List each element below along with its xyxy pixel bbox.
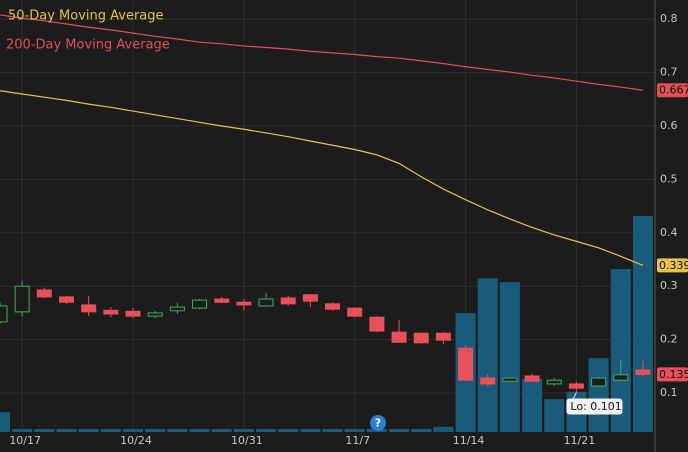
- candle-body: [347, 307, 363, 317]
- candle-body: [635, 369, 651, 375]
- candle-body: [325, 303, 341, 310]
- volume-bar: [233, 428, 254, 432]
- x-tick-label: 10/24: [120, 434, 152, 447]
- event-icon: [370, 415, 386, 431]
- y-tick-label: 0.6: [660, 119, 678, 132]
- volume-bar: [100, 428, 121, 432]
- y-tick-label: 0.2: [660, 333, 678, 346]
- moving-average-line: [0, 14, 644, 91]
- candle-body: [480, 377, 496, 385]
- volume-bar: [344, 428, 365, 432]
- price-tag: [657, 83, 688, 98]
- candle-body: [0, 305, 8, 323]
- candle-body: [302, 294, 318, 302]
- volume-bar: [189, 428, 210, 432]
- volume-bar: [588, 358, 609, 432]
- annotation-label: Lo: 0.101: [570, 400, 621, 413]
- candle-body: [236, 301, 252, 306]
- y-tick-label: 0.1: [660, 386, 678, 399]
- candle-body: [369, 316, 385, 332]
- candle-body: [258, 298, 274, 307]
- legend-entry: 200-Day Moving Average: [6, 38, 170, 53]
- candle-body: [280, 297, 296, 305]
- candle-body: [591, 377, 607, 387]
- candle-body: [568, 383, 584, 389]
- x-tick-label: 11/21: [564, 434, 596, 447]
- price-tag-label: 0.667: [659, 84, 688, 97]
- volume-bar: [522, 378, 543, 432]
- candle-body: [613, 374, 629, 381]
- volume-bar: [123, 428, 144, 432]
- volume-bar: [211, 428, 232, 432]
- volume-bar: [278, 428, 299, 432]
- candle-body: [413, 332, 429, 344]
- candle-body: [391, 331, 407, 343]
- volume-bar: [56, 428, 77, 432]
- y-tick-label: 0.3: [660, 279, 678, 292]
- volume-bar: [256, 428, 277, 432]
- volume-bar: [411, 428, 432, 432]
- volume-bar: [300, 428, 321, 432]
- volume-bar: [499, 282, 520, 432]
- legend-entry: 50-Day Moving Average: [8, 9, 164, 24]
- candle-body: [524, 375, 540, 382]
- price-tag: [657, 258, 688, 273]
- volume-bar: [610, 269, 631, 432]
- candle-body: [103, 309, 119, 315]
- y-tick-label: 0.4: [660, 226, 678, 239]
- volume-bar: [145, 428, 166, 432]
- volume-bar: [0, 412, 10, 432]
- candle-body: [169, 306, 185, 312]
- candle-body: [125, 310, 141, 317]
- x-tick-label: 10/31: [231, 434, 263, 447]
- volume-bar: [34, 428, 55, 432]
- candle-body: [14, 285, 30, 313]
- volume-bar: [433, 426, 454, 432]
- volume-bar: [322, 428, 343, 432]
- price-tag: [657, 367, 688, 382]
- candle-body: [502, 377, 518, 382]
- candle-body: [36, 289, 52, 298]
- candle-body: [458, 347, 474, 381]
- volume-bar: [632, 216, 653, 432]
- annotation-box: [566, 398, 623, 415]
- volume-bar: [389, 428, 410, 432]
- price-tag-label: 0.339: [659, 259, 688, 272]
- volume-bar: [78, 428, 99, 432]
- y-tick-label: 0.7: [660, 66, 678, 79]
- y-tick-label: 0.5: [660, 172, 678, 185]
- candle-body: [147, 312, 163, 317]
- x-tick-label: 10/17: [9, 434, 41, 447]
- x-tick-label: 11/14: [453, 434, 485, 447]
- volume-bar: [167, 428, 188, 432]
- candle-body: [214, 298, 230, 303]
- volume-bar: [12, 428, 33, 432]
- event-icon-label: ?: [375, 417, 381, 430]
- candle-body: [59, 296, 75, 303]
- volume-bar: [544, 399, 565, 432]
- candle-body: [192, 299, 208, 309]
- moving-average-line: [0, 90, 644, 266]
- y-tick-label: 0.8: [660, 12, 678, 25]
- x-tick-label: 11/7: [345, 434, 370, 447]
- price-tag-label: 0.135: [659, 368, 688, 381]
- candle-body: [546, 379, 562, 385]
- volume-bar: [477, 278, 498, 432]
- candle-body: [81, 304, 97, 313]
- candle-body: [435, 332, 451, 341]
